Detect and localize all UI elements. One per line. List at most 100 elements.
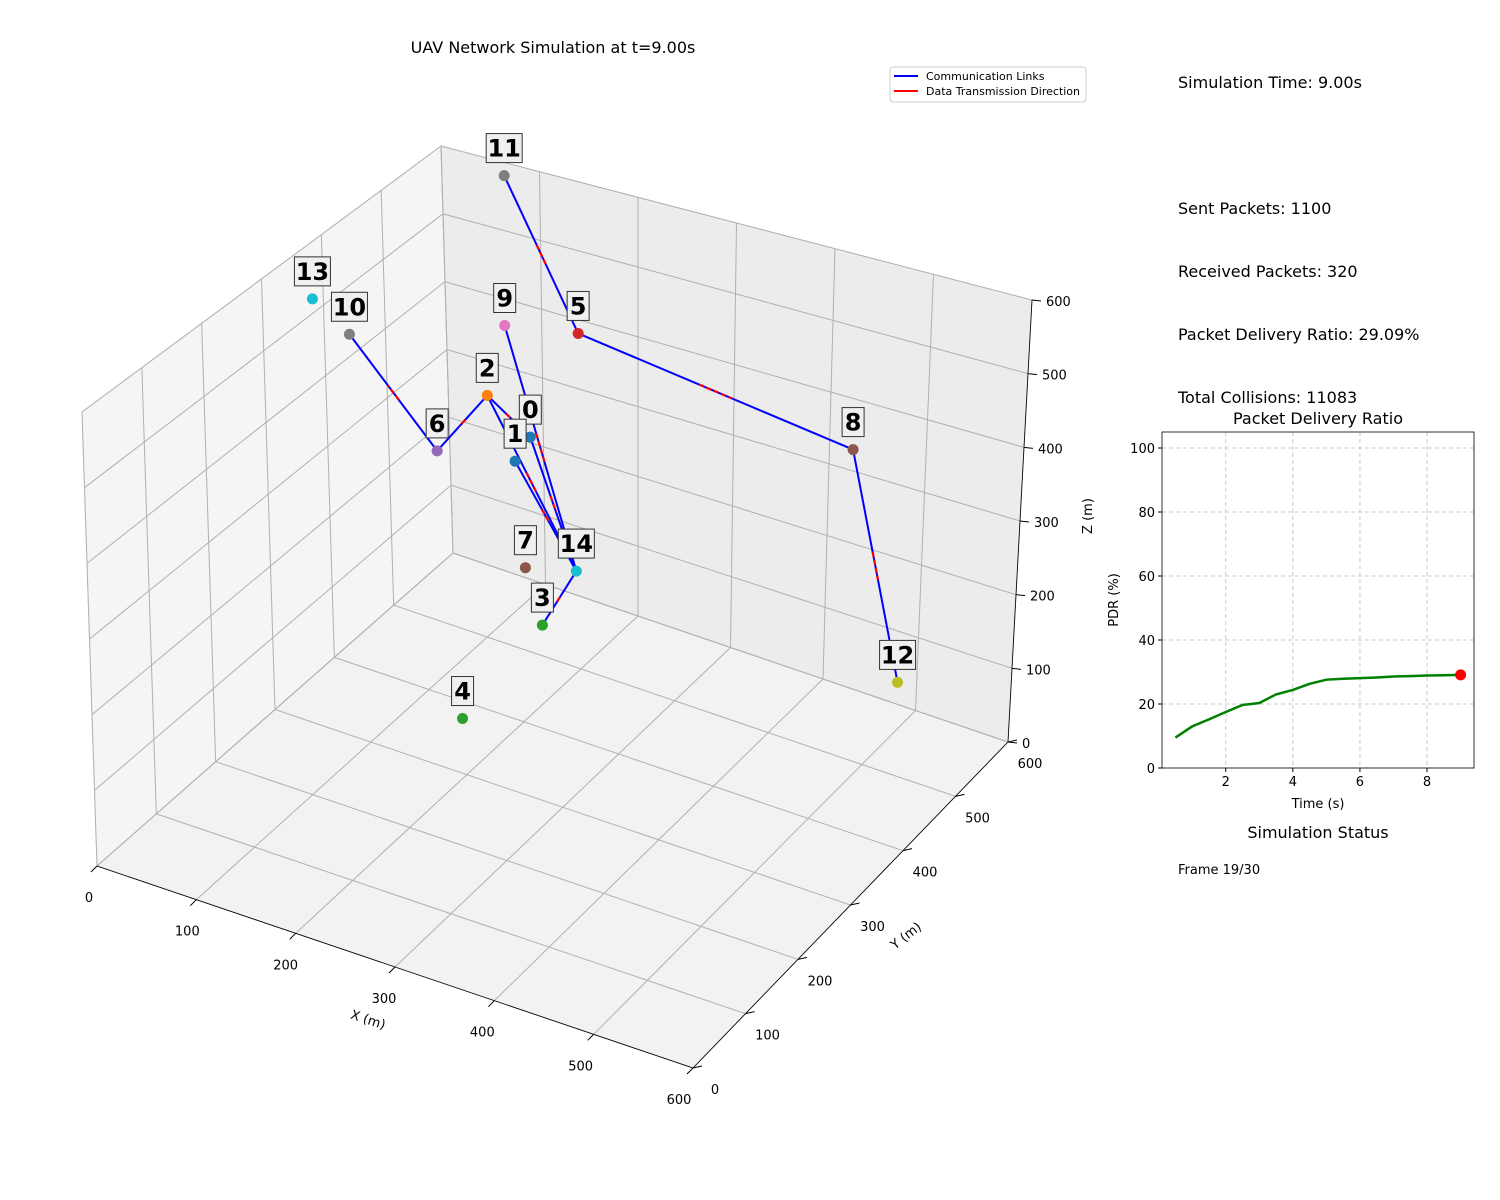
uav-node-marker [536,619,548,631]
z-gridline [81,145,1033,413]
data-transmission-arrow [505,412,513,420]
uav-node-marker [343,328,355,340]
frame-counter: Frame 19/30 [1178,863,1261,878]
pdr-current-marker [1455,669,1467,681]
y-tick [902,848,913,852]
x-tick [587,1033,595,1041]
uav-node-label-box [513,525,537,556]
x-tick-label: 0 [85,891,93,906]
x-tick-label: 100 [175,925,200,940]
uav-node-label: 12 [881,641,914,669]
uav-node-label-box [451,676,475,707]
y-tick-label: 200 [808,974,833,989]
z-tick-label: 100 [1026,663,1051,678]
pdr-y-tick-label: 20 [1138,698,1155,713]
z-tick-label: 400 [1038,442,1063,457]
uav-node-marker [570,565,582,577]
simulation-stats: Simulation Time: 9.00s Sent Packets: 110… [1178,30,1420,429]
pdr-chart-title: Packet Delivery Ratio [1233,409,1403,428]
uav-node-label: 2 [479,354,496,382]
uav-node-label-box [879,639,917,670]
legend: Communication Links Data Transmission Dir… [889,66,1087,103]
legend-label: Communication Links [926,70,1045,83]
uav-node-label: 7 [517,527,534,555]
uav-node-marker [498,170,510,182]
pdr-y-tick-label: 40 [1138,634,1155,649]
pdr-x-tick-label: 4 [1289,775,1297,790]
y-tick-label: 500 [965,811,990,826]
data-transmission-arrow [535,244,547,265]
x-tick [686,1067,694,1075]
sent-packets-text: Sent Packets: 1100 [1178,199,1332,218]
z-tick-label: 200 [1030,590,1055,605]
received-packets-text: Received Packets: 320 [1178,262,1358,281]
z-tick [1027,373,1038,376]
pdr-y-tick-label: 100 [1130,442,1155,457]
uav-node-marker [572,327,584,339]
uav-node-marker [457,713,469,725]
z-tick-label: 500 [1042,369,1067,384]
data-transmission-arrow [525,472,539,495]
y-tick [745,1011,755,1015]
uav-node-label: 10 [333,293,366,321]
uav-node-label-box [503,418,527,449]
uav-node-label: 13 [296,258,329,286]
y-tick [955,793,965,797]
z-tick [1031,299,1042,302]
pdr-y-tick-label: 0 [1147,762,1155,777]
uav-node-label-box [293,256,331,287]
data-transmission-arrow [556,594,563,602]
packet-delivery-ratio-text: Packet Delivery Ratio: 29.09% [1178,325,1420,344]
uav-node-marker [481,389,493,401]
uav-node-label: 4 [454,678,471,706]
uav-node-label: 6 [429,410,446,438]
x-axis-label: X (m) [348,1008,387,1033]
z-tick [1019,520,1030,523]
uav-node-label: 1 [507,420,524,448]
data-transmission-arrow [535,433,546,464]
uav-node-marker [519,562,531,574]
uav-node-label-box [518,394,542,425]
y-tick [850,902,860,906]
y-tick-label: 400 [913,866,938,881]
main-chart-title: UAV Network Simulation at t=9.00s [411,38,696,57]
z-tick [1011,667,1022,670]
x-tick-label: 400 [470,1026,495,1041]
pdr-x-tick-label: 8 [1423,775,1431,790]
uav-node-label: 5 [570,292,587,320]
pdr-plot-frame [1161,431,1475,769]
y-tick [692,1065,703,1069]
uav-node-label: 0 [522,396,539,424]
simulation-status-title: Simulation Status [1247,823,1389,842]
uav-node-label-box [485,133,523,164]
uav-node-label: 9 [496,285,513,313]
pdr-y-tick-label: 60 [1138,570,1155,585]
x-tick-label: 200 [273,958,298,973]
y-gridline [440,145,1009,743]
uav-node-marker [524,431,536,443]
x-tick-label: 500 [568,1059,593,1074]
y-tick-label: 600 [1018,757,1043,772]
z-axis-label: Z (m) [1081,498,1096,534]
data-transmission-arrow [871,551,880,581]
uav-node-label-box [493,283,517,314]
uav-node-marker [431,445,443,457]
pdr-x-axis-label: Time (s) [1291,797,1345,812]
legend-box [889,66,1087,103]
z-tick-label: 0 [1022,737,1030,752]
x-tick-label: 300 [372,992,397,1007]
pdr-y-axis-label: PDR (%) [1107,573,1122,627]
y-tick [797,956,808,960]
x-tick [388,966,396,974]
z-tick-label: 300 [1034,516,1059,531]
uav-node-label: 14 [560,530,593,558]
uav-node-label-box [475,352,499,383]
uav-node-label-box [557,528,595,559]
x-tick-label: 600 [667,1093,692,1108]
legend-label: Data Transmission Direction [926,85,1080,98]
uav-node-label: 3 [534,584,551,612]
uav-node-label-box [841,407,865,438]
y-gridline [380,190,956,797]
uav-node-marker [892,676,904,688]
